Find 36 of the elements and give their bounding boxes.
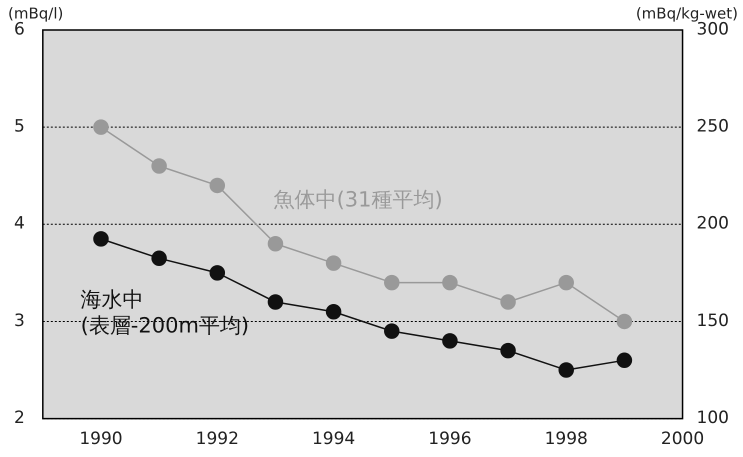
series-label: 魚体中(31種平均): [274, 188, 443, 212]
x-tick-label: 1998: [544, 429, 588, 450]
y-tick-label: 4: [14, 214, 25, 234]
y2-tick-label: 250: [696, 116, 730, 137]
point: [384, 323, 400, 339]
point: [500, 294, 516, 310]
point: [93, 231, 109, 247]
y-tick-label: 2: [14, 408, 25, 428]
point: [500, 342, 516, 358]
x-tick-label: 2000: [660, 429, 704, 450]
point: [268, 294, 284, 310]
point: [442, 274, 458, 290]
x-tick-label: 1992: [196, 429, 239, 450]
x-tick-label: 1990: [79, 429, 123, 450]
point: [151, 158, 167, 174]
point: [210, 265, 226, 281]
point: [558, 362, 574, 378]
point: [616, 352, 632, 368]
x-tick-label: 1996: [428, 429, 472, 450]
point: [268, 236, 284, 252]
point: [210, 178, 226, 194]
y2-tick-label: 150: [696, 310, 730, 331]
y-tick-label: 5: [14, 116, 25, 137]
point: [616, 314, 632, 330]
point: [442, 333, 458, 349]
y-tick-label: 3: [14, 310, 25, 331]
x-tick-label: 1994: [312, 429, 356, 450]
point: [151, 250, 167, 266]
point: [384, 274, 400, 290]
point: [326, 304, 342, 320]
point: [93, 119, 109, 135]
series-label: 海水中 (表層-200m平均): [80, 287, 250, 338]
y2-tick-label: 200: [696, 214, 730, 234]
point: [326, 255, 342, 271]
point: [558, 274, 574, 290]
y2-tick-label: 100: [696, 408, 730, 428]
